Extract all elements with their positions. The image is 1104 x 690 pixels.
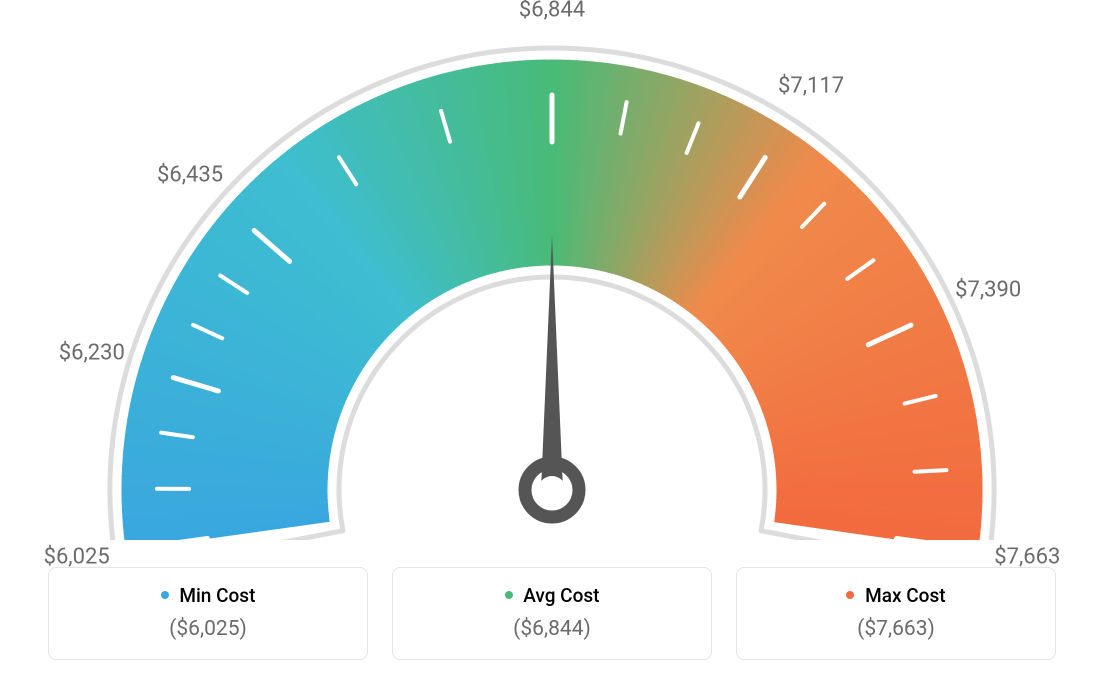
max-cost-title: Max Cost <box>737 584 1055 607</box>
gauge-wrap: $6,025$6,230$6,435$6,844$7,117$7,390$7,6… <box>0 0 1104 540</box>
gauge-tick-label: $6,844 <box>519 0 585 23</box>
avg-cost-label: Avg Cost <box>523 584 599 607</box>
avg-cost-value: ($6,844) <box>393 617 711 641</box>
dot-icon <box>161 591 169 599</box>
dot-icon <box>505 591 513 599</box>
min-cost-title: Min Cost <box>49 584 367 607</box>
gauge-tick-label: $6,025 <box>44 544 110 569</box>
summary-cards: Min Cost ($6,025) Avg Cost ($6,844) Max … <box>0 567 1104 660</box>
max-cost-label: Max Cost <box>865 584 945 607</box>
min-cost-label: Min Cost <box>179 584 255 607</box>
min-cost-value: ($6,025) <box>49 617 367 641</box>
min-cost-card: Min Cost ($6,025) <box>48 567 368 660</box>
dot-icon <box>846 591 854 599</box>
max-cost-value: ($7,663) <box>737 617 1055 641</box>
max-cost-card: Max Cost ($7,663) <box>736 567 1056 660</box>
avg-cost-title: Avg Cost <box>393 584 711 607</box>
gauge-tick-label: $7,117 <box>778 73 844 98</box>
gauge-tick-label: $6,230 <box>59 341 125 366</box>
gauge-tick-label: $6,435 <box>157 162 223 187</box>
gauge-svg <box>0 0 1104 540</box>
avg-cost-card: Avg Cost ($6,844) <box>392 567 712 660</box>
chart-container: $6,025 $6,230 $6,435 $6,844 $7,117 $7,390 $7,6… <box>0 0 1104 690</box>
gauge-tick-label: $7,390 <box>955 277 1021 302</box>
gauge-tick-label: $7,663 <box>994 544 1060 569</box>
